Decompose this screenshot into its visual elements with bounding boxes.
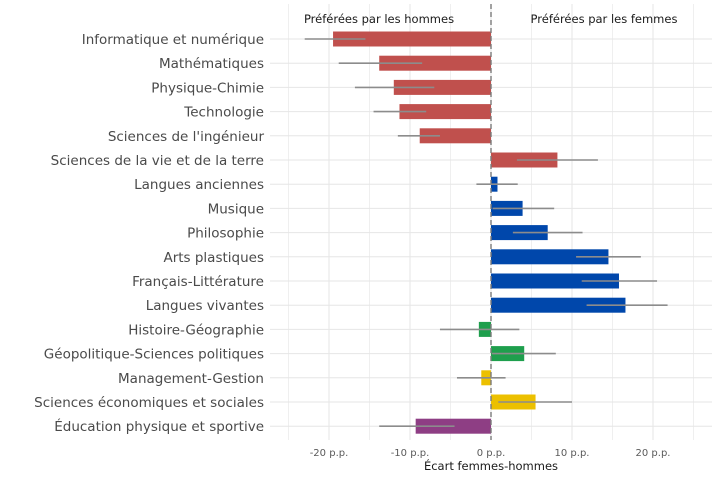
category-label: Technologie	[183, 105, 264, 121]
bar	[491, 273, 619, 289]
category-label: Éducation physique et sportive	[54, 418, 264, 435]
bar	[333, 31, 491, 47]
bar	[379, 55, 491, 71]
x-tick-label: 0 p.p.	[477, 448, 506, 459]
category-label: Physique-Chimie	[151, 80, 264, 96]
category-label: Sciences économiques et sociales	[34, 395, 264, 411]
right-annotation: Préférées par les femmes	[531, 12, 678, 26]
x-tick-labels: -20 p.p. -10 p.p. 0 p.p. 10 p.p. 20 p.p.	[310, 448, 671, 459]
bar	[491, 249, 609, 265]
category-label: Musique	[208, 201, 264, 217]
category-label: Histoire-Géographie	[128, 322, 264, 338]
category-label: Langues vivantes	[146, 298, 264, 314]
category-label: Mathématiques	[159, 56, 264, 72]
bar	[491, 297, 626, 313]
left-annotation: Préférées par les hommes	[304, 12, 454, 26]
category-label: Français-Littérature	[132, 274, 264, 290]
category-label: Sciences de la vie et de la terre	[51, 153, 264, 169]
category-label: Philosophie	[187, 226, 264, 242]
bar	[393, 79, 491, 95]
category-label: Management-Gestion	[118, 371, 264, 387]
x-tick-label: 10 p.p.	[555, 448, 590, 459]
x-tick-label: 20 p.p.	[636, 448, 671, 459]
x-tick-label: -20 p.p.	[310, 448, 349, 459]
x-axis-title: Écart femmes-hommes	[424, 458, 558, 473]
error-bars	[304, 38, 668, 428]
category-label: Informatique et numérique	[82, 32, 264, 48]
category-label: Géopolitique-Sciences politiques	[44, 347, 264, 363]
category-labels: Informatique et numérique Mathématiques Ph…	[34, 32, 264, 435]
bar	[399, 104, 491, 120]
bar	[419, 128, 491, 144]
category-label: Arts plastiques	[163, 250, 264, 266]
x-tick-label: -10 p.p.	[391, 448, 430, 459]
category-label: Sciences de l'ingénieur	[108, 129, 265, 145]
category-label: Langues anciennes	[134, 177, 264, 193]
